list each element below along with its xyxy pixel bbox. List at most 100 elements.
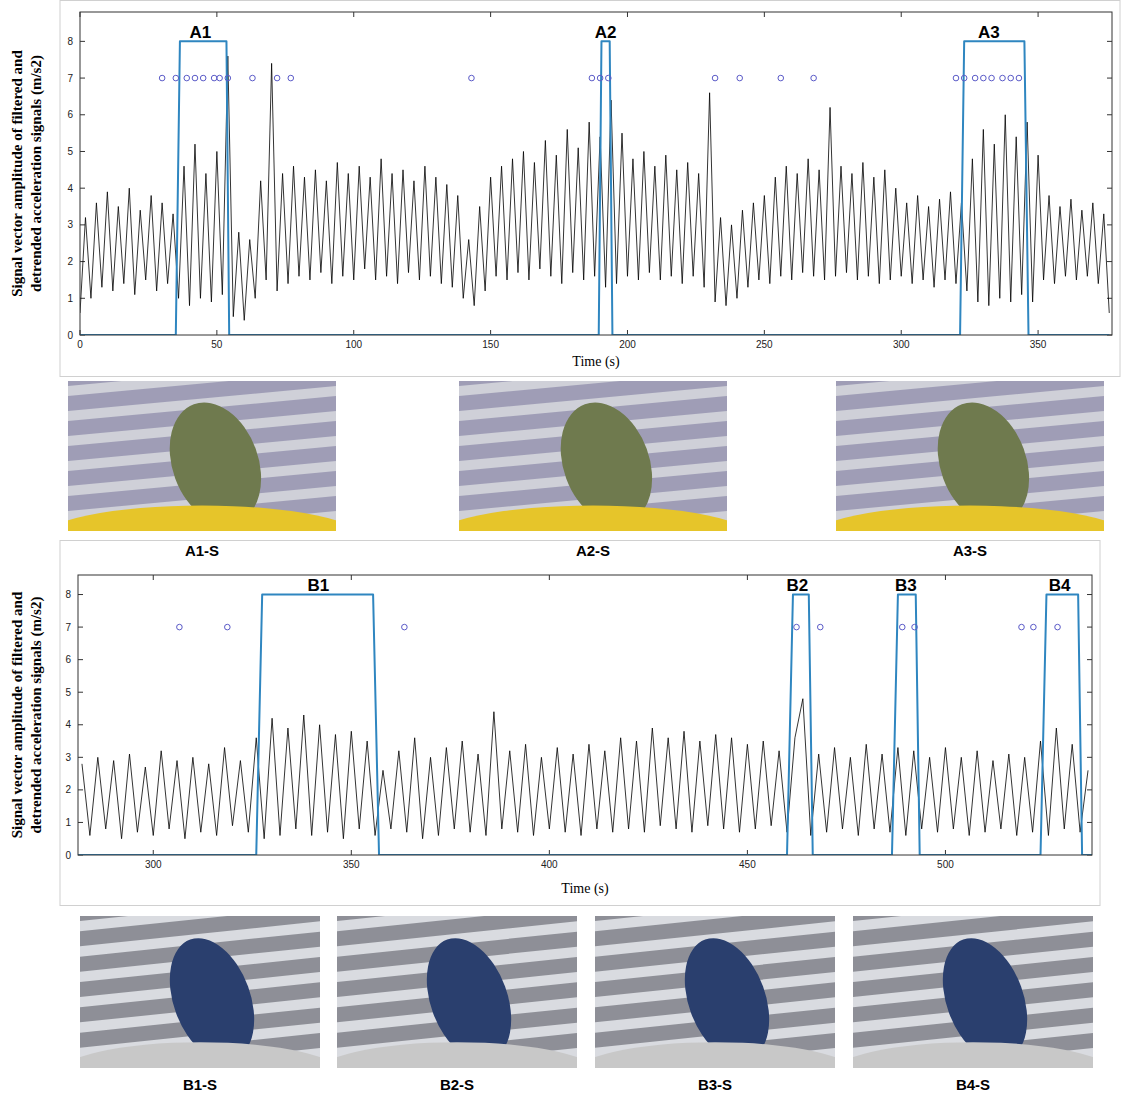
y-tick (78, 692, 83, 693)
x-tick-label: 100 (345, 339, 362, 350)
event-label: B1 (308, 576, 330, 595)
y-tick-label: 3 (65, 752, 71, 763)
signal-line (80, 56, 1109, 320)
y-tick-label: 8 (65, 589, 71, 600)
panel-border (60, 541, 1100, 906)
event-marker (989, 75, 995, 81)
y-tick (1087, 594, 1092, 595)
x-tick (901, 12, 902, 17)
y-tick-label: 8 (67, 36, 73, 47)
y-tick-label: 4 (67, 183, 73, 194)
photo-body (595, 1042, 835, 1068)
x-tick-label: 300 (893, 339, 910, 350)
y-tick-label: 1 (67, 293, 73, 304)
x-tick (549, 575, 550, 580)
x-tick (747, 575, 748, 580)
event-marker (173, 75, 179, 81)
event-marker (794, 624, 800, 630)
photo (337, 916, 577, 1068)
event-marker (778, 75, 784, 81)
y-tick (1087, 627, 1092, 628)
x-tick-label: 200 (619, 339, 636, 350)
y-tick (80, 41, 85, 42)
y-tick (1107, 151, 1112, 152)
figure: 050100150200250300350012345678A1A2A3Time… (0, 0, 1121, 1100)
x-tick (153, 575, 154, 580)
y-axis-title: Signal vector amplitude of filtered andd… (9, 50, 45, 297)
x-tick (216, 330, 217, 335)
event-marker (402, 624, 408, 630)
plot-frame (80, 12, 1112, 335)
y-tick (78, 822, 83, 823)
plot-area (78, 575, 1092, 855)
photo-caption: B4-S (956, 1076, 990, 1093)
photo (80, 916, 320, 1068)
y-tick (80, 261, 85, 262)
y-axis-title-line: Signal vector amplitude of filtered and (9, 591, 25, 838)
x-tick-label: 300 (145, 859, 162, 870)
event-marker (606, 75, 612, 81)
event-label: A1 (190, 23, 212, 42)
y-tick-label: 2 (65, 784, 71, 795)
y-axis-title-line: detrended acceleration signals (m/s2) (28, 55, 45, 292)
x-tick (945, 575, 946, 580)
y-tick-label: 0 (67, 330, 73, 341)
x-tick (764, 12, 765, 17)
x-tick (216, 12, 217, 17)
photo-body (68, 506, 336, 532)
event-marker (274, 75, 280, 81)
event-marker (184, 75, 190, 81)
y-tick-label: 7 (65, 622, 71, 633)
event-marker (177, 624, 183, 630)
x-tick-label: 450 (739, 859, 756, 870)
event-marker (912, 624, 918, 630)
photo (68, 381, 336, 531)
x-tick (351, 850, 352, 855)
y-tick (78, 627, 83, 628)
photo-body (80, 1042, 320, 1068)
y-tick (1107, 188, 1112, 189)
y-tick (78, 659, 83, 660)
y-tick (78, 789, 83, 790)
photo-body (853, 1042, 1093, 1068)
data-group (78, 595, 1092, 855)
photo-caption: B3-S (698, 1076, 732, 1093)
event-marker (288, 75, 294, 81)
y-tick (1107, 114, 1112, 115)
event-marker (159, 75, 165, 81)
event-marker (597, 75, 603, 81)
x-tick (627, 12, 628, 17)
photo-caption: A1-S (185, 542, 219, 559)
event-marker (225, 75, 231, 81)
y-tick (1107, 224, 1112, 225)
event-marker (1000, 75, 1006, 81)
y-tick-label: 6 (67, 109, 73, 120)
photo-caption: B1-S (183, 1076, 217, 1093)
event-marker (217, 75, 223, 81)
event-marker (953, 75, 959, 81)
photo-caption: A2-S (576, 542, 610, 559)
y-tick (80, 78, 85, 79)
photo (459, 381, 727, 531)
y-axis-title-line: Signal vector amplitude of filtered and (9, 50, 25, 297)
event-marker (981, 75, 987, 81)
x-axis-title: Time (s) (561, 881, 609, 897)
y-tick-label: 6 (65, 654, 71, 665)
y-axis-title-line: detrended acceleration signals (m/s2) (28, 597, 45, 834)
x-tick (351, 575, 352, 580)
event-marker (1031, 624, 1037, 630)
event-marker (899, 624, 905, 630)
y-tick (1087, 757, 1092, 758)
y-tick (78, 594, 83, 595)
photo (853, 916, 1093, 1068)
y-tick-label: 0 (65, 850, 71, 861)
event-marker (589, 75, 595, 81)
photo-body (337, 1042, 577, 1068)
y-tick (1087, 822, 1092, 823)
plot-area (80, 12, 1112, 335)
y-tick-label: 3 (67, 219, 73, 230)
y-tick-label: 1 (65, 817, 71, 828)
data-group (80, 41, 1109, 335)
event-marker (972, 75, 978, 81)
photo-caption: B2-S (440, 1076, 474, 1093)
